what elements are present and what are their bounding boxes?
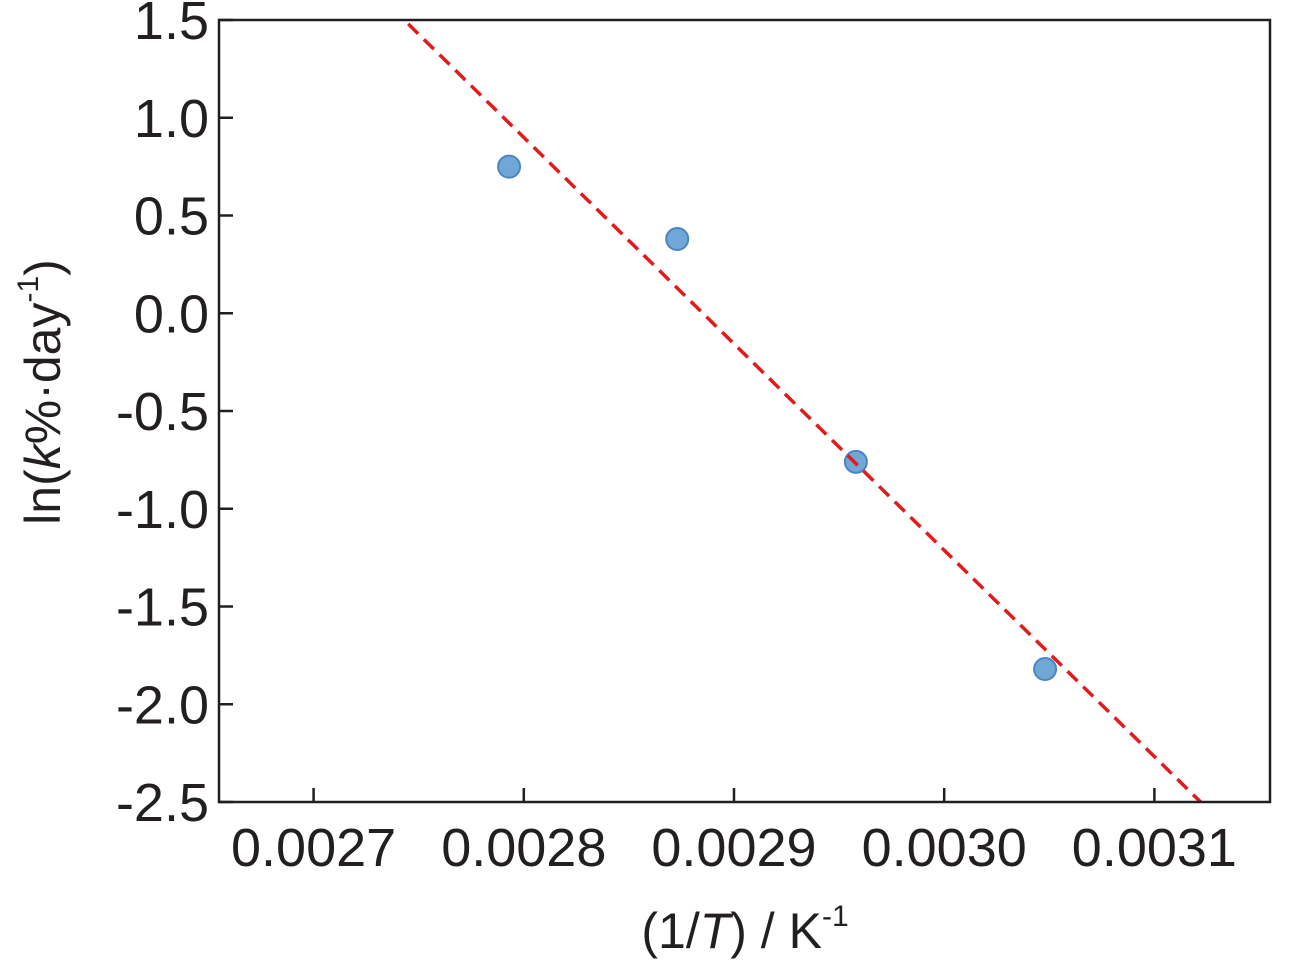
tick-labels: 0.0027 0.0028 0.0029 0.0030 0.0031 1.5 1.0 0.5 0… xyxy=(116,0,1237,878)
y-tick-label: -0.5 xyxy=(116,382,209,442)
axis-ticks xyxy=(219,18,1156,804)
data-point xyxy=(665,226,690,251)
y-axis-label-pre: ln( xyxy=(15,469,71,525)
y-tick-label: -1.0 xyxy=(116,480,209,540)
y-axis-label-close: ) xyxy=(15,259,71,276)
y-tick-label: 0.0 xyxy=(134,284,209,344)
fit-line xyxy=(406,22,1202,804)
x-tick-label: 0.0028 xyxy=(441,818,606,878)
y-axis-label-italic: k xyxy=(15,441,71,469)
plot-frame xyxy=(217,18,1272,804)
y-axis-label: ln(k%·day-1) xyxy=(12,259,71,525)
x-axis-label-italic: T xyxy=(700,903,734,959)
x-axis-label-pre: (1/ xyxy=(641,903,699,959)
x-axis-label-post: ) / K xyxy=(730,903,822,959)
y-axis-label-post: %·day xyxy=(15,303,71,445)
x-tick-label: 0.0029 xyxy=(651,818,816,878)
y-tick-label: 0.5 xyxy=(134,187,209,247)
x-axis-label: (1/T) / K-1 xyxy=(641,900,848,959)
data-point xyxy=(1033,657,1058,682)
y-tick-label: -2.0 xyxy=(116,675,209,735)
x-axis-label-sup: -1 xyxy=(822,900,849,933)
y-tick-label: -1.5 xyxy=(116,578,209,638)
y-tick-label: -2.5 xyxy=(116,773,209,833)
x-tick-label: 0.0030 xyxy=(862,818,1027,878)
x-tick-label: 0.0027 xyxy=(231,818,396,878)
y-tick-label: 1.0 xyxy=(134,89,209,149)
data-point xyxy=(497,154,522,179)
y-tick-label: 1.5 xyxy=(134,0,209,51)
y-axis-label-sup: -1 xyxy=(12,276,45,303)
series-layer xyxy=(406,22,1202,804)
x-tick-label: 0.0031 xyxy=(1072,818,1237,878)
